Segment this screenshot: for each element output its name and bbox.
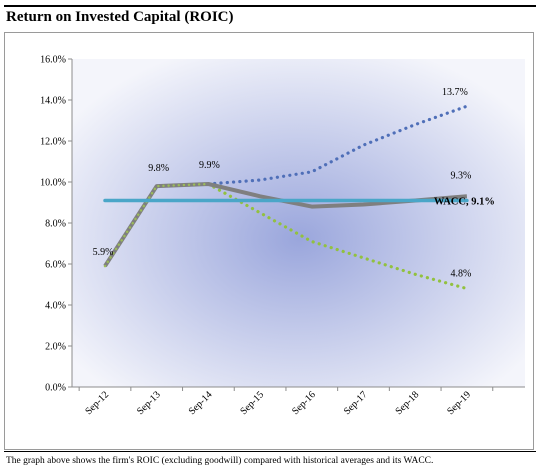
- y-tick-label: 12.0%: [40, 137, 66, 148]
- series-line-history-overlay: [103, 182, 210, 268]
- chart-title: Return on Invested Capital (ROIC): [6, 9, 234, 25]
- data-label: 13.7%: [442, 87, 468, 98]
- y-tick-label: 6.0%: [45, 260, 66, 271]
- x-tick-label: Sep-17: [342, 389, 370, 417]
- data-label: 5.9%: [93, 247, 114, 258]
- y-tick-label: 10.0%: [40, 178, 66, 189]
- title-rule: [4, 5, 536, 7]
- x-tick-label: Sep-19: [445, 389, 473, 417]
- wacc-data-label: WACC, 9.1%: [434, 196, 495, 207]
- chart-caption: The graph above shows the firm's ROIC (e…: [6, 456, 434, 466]
- y-tick-label: 8.0%: [45, 219, 66, 230]
- y-tick-label: 2.0%: [45, 342, 66, 353]
- x-tick-label: Sep-15: [238, 389, 266, 417]
- y-tick-label: 16.0%: [40, 55, 66, 66]
- y-tick-label: 14.0%: [40, 96, 66, 107]
- y-tick-label: 4.0%: [45, 301, 66, 312]
- series-line-high-projection: [206, 104, 469, 186]
- data-label: 9.9%: [199, 160, 220, 171]
- x-tick-label: Sep-18: [394, 389, 422, 417]
- x-tick-label: Sep-16: [290, 389, 318, 417]
- x-tick-label: Sep-13: [135, 389, 163, 417]
- plot-area: [72, 59, 525, 387]
- caption-rule: [4, 451, 536, 452]
- x-tick-label: Sep-14: [187, 389, 215, 417]
- data-label: 9.3%: [450, 170, 471, 181]
- data-label: 9.8%: [148, 163, 169, 174]
- data-label: 4.8%: [450, 269, 471, 280]
- y-tick-label: 0.0%: [45, 383, 66, 394]
- x-tick-label: Sep-12: [83, 389, 111, 417]
- series-line-low-projection: [206, 182, 469, 291]
